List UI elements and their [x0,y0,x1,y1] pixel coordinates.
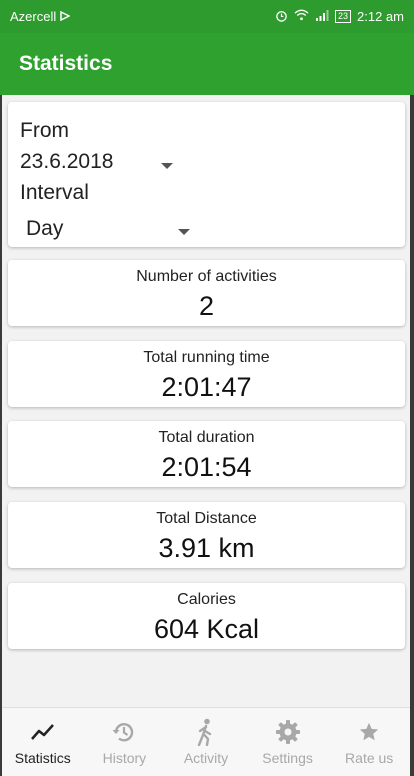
alarm-icon [275,9,288,25]
history-icon [111,718,137,746]
stat-title: Total duration [158,429,255,446]
nav-label: Rate us [345,750,394,766]
stat-title: Total Distance [156,510,257,527]
filter-card: From 23.6.2018 Interval Day [8,102,405,247]
nav-label: Activity [183,750,229,766]
interval-dropdown[interactable]: Day [26,217,64,240]
stat-card-duration: Total duration 2:01:54 [8,421,405,487]
from-date-dropdown[interactable]: 23.6.2018 [20,150,114,173]
star-icon [358,718,380,746]
stat-card-activities: Number of activities 2 [8,260,405,326]
carrier-name: Azercell [10,9,57,24]
interval-label: Interval [20,181,89,204]
app-bar: Statistics [0,33,414,95]
from-label: From [20,119,69,142]
stat-card-running-time: Total running time 2:01:47 [8,341,405,407]
stat-card-distance: Total Distance 3.91 km [8,502,405,568]
nav-item-statistics[interactable]: Statistics [2,708,84,776]
signal-icon [315,9,329,24]
bottom-navigation: Statistics History Activity Settings Rat… [2,707,410,776]
wifi-icon [294,9,309,24]
nav-label: Statistics [14,750,71,766]
stat-value: 3.91 km [158,533,255,563]
battery-icon: 23 [335,10,352,23]
nav-item-rate-us[interactable]: Rate us [328,708,410,776]
stat-title: Total running time [143,349,270,366]
chevron-down-icon[interactable] [178,229,190,235]
stat-value: 2 [198,291,215,321]
stat-title: Calories [177,591,236,608]
nav-item-history[interactable]: History [84,708,166,776]
stat-value: 2:01:54 [161,452,252,482]
walking-icon [196,718,216,746]
nav-item-activity[interactable]: Activity [165,708,247,776]
nav-label: History [102,750,147,766]
nav-label: Settings [262,750,313,766]
chart-line-icon [30,718,56,746]
stat-title: Number of activities [136,268,277,285]
statistics-content: From 23.6.2018 Interval Day Number of ac… [2,95,410,707]
chevron-down-icon[interactable] [161,163,173,169]
stat-value: 604 Kcal [153,614,260,644]
nav-item-settings[interactable]: Settings [247,708,329,776]
stat-value: 2:01:47 [161,372,252,402]
page-title: Statistics [19,52,113,75]
play-store-icon [60,9,71,24]
gear-icon [275,718,301,746]
status-time: 2:12 am [357,9,404,24]
stat-card-calories: Calories 604 Kcal [8,583,405,649]
status-bar: Azercell 23 2:12 am [0,0,414,33]
